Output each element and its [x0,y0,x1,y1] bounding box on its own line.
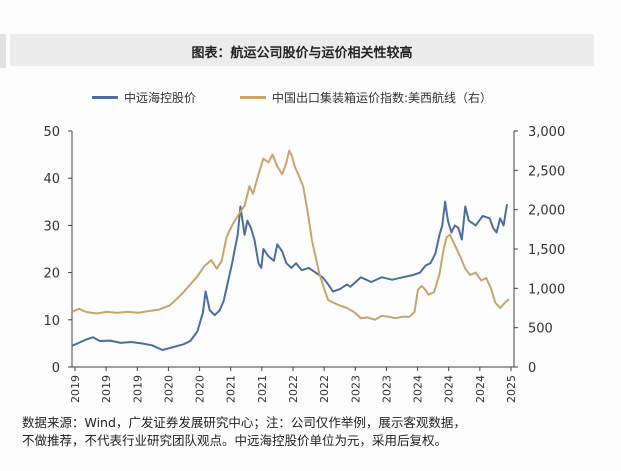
legend-label-stock: 中远海控股价 [124,91,197,105]
x-tick-label: 2020 [194,375,207,403]
y-left-tick-label: 30 [43,219,60,234]
x-tick-label: 2025 [505,375,518,403]
x-tick-label: 2019 [100,375,113,403]
legend: 中远海控股价 中国出口集装箱运价指数:美西航线（右） [92,89,562,107]
x-tick-label: 2019 [69,375,82,403]
y-left-tick-label: 20 [43,267,60,282]
series-line-freight [71,149,510,321]
y-left-tick-label: 50 [43,125,60,140]
x-tick-label: 2024 [474,375,487,403]
source-line-1: 数据来源：Wind，广发证券发展研究中心；注：公司仅作举例，展示客观数据， [22,415,466,430]
legend-swatch-stock [92,96,118,99]
chart-title: 图表：航运公司股价与运价相关性较高 [191,46,413,61]
left-bar-decoration [0,34,6,68]
x-tick-label: 2020 [162,375,175,403]
x-tick-label: 2023 [380,375,393,403]
y-right-tick-label: 0 [528,361,536,376]
title-bar: 图表：航运公司股价与运价相关性较高 [10,34,594,66]
series-layer [71,149,510,351]
x-tick-label: 2021 [256,375,269,403]
legend-swatch-freight [240,96,266,99]
y-left-tick-label: 0 [52,361,60,376]
x-tick-label: 2024 [412,375,425,403]
y-right-tick-label: 1,000 [528,282,565,297]
x-tick-label: 2019 [131,375,144,403]
y-right-tick-label: 3,000 [528,125,565,140]
y-left-tick-label: 40 [43,172,60,187]
x-tick-label: 2023 [349,375,362,403]
source-note: 数据来源：Wind，广发证券发展研究中心；注：公司仅作举例，展示客观数据， 不做… [22,414,612,450]
legend-label-freight: 中国出口集装箱运价指数:美西航线（右） [272,91,493,105]
legend-item-stock: 中远海控股价 [92,89,196,106]
y-right-tick-label: 2,500 [528,164,565,179]
x-tick-label: 2024 [443,375,456,403]
series-line-stock [71,200,508,351]
y-right-tick-label: 1,500 [528,243,565,258]
source-line-2: 不做推荐，不代表行业研究团队观点。中远海控股价单位为元，采用后复权。 [22,433,448,448]
y-right-tick-label: 2,000 [528,204,565,219]
legend-item-freight: 中国出口集装箱运价指数:美西航线（右） [240,89,492,106]
axes: 0102030405005001,0001,5002,0002,5003,000… [43,125,565,403]
y-left-tick-label: 10 [43,314,60,329]
y-right-tick-label: 500 [528,322,553,337]
x-tick-label: 2021 [225,375,238,403]
x-tick-label: 2022 [287,375,300,403]
x-tick-label: 2022 [318,375,331,403]
